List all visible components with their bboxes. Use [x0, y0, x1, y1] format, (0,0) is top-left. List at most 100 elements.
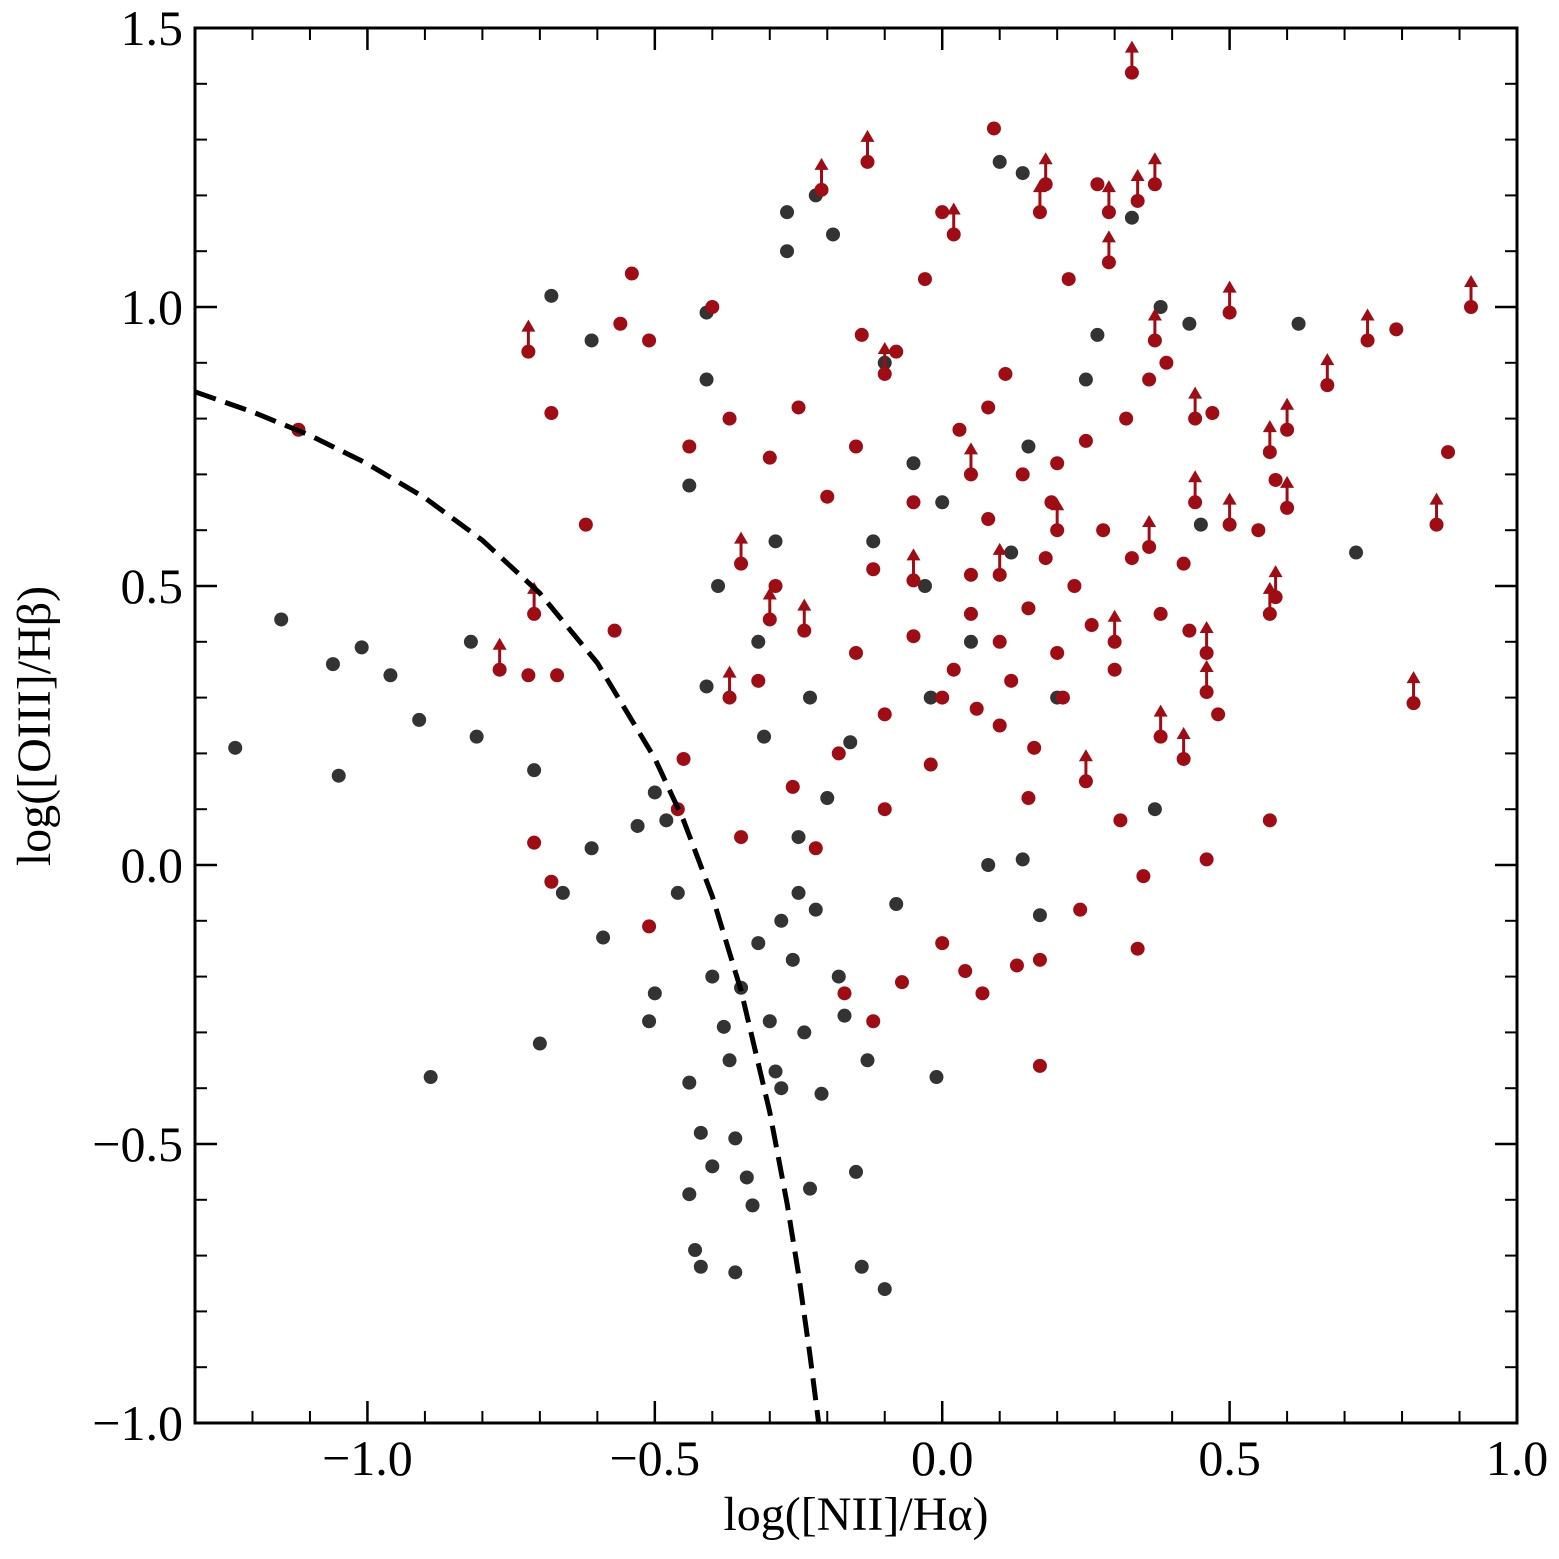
point — [711, 579, 726, 593]
point — [785, 952, 800, 967]
point — [849, 1164, 863, 1179]
point — [1464, 300, 1479, 314]
point — [469, 729, 484, 744]
point — [325, 657, 340, 672]
point — [992, 154, 1007, 169]
point — [693, 1259, 708, 1274]
point — [958, 964, 973, 979]
point — [860, 1053, 875, 1068]
x-axis-label: log([NII]/Hα) — [723, 1488, 988, 1541]
lower-limit-point — [1406, 671, 1421, 711]
point — [722, 1053, 737, 1068]
lower-limit-point — [492, 637, 507, 677]
limit-arrow-head — [1188, 386, 1203, 399]
point — [1441, 445, 1456, 460]
lower-limit-point — [946, 202, 961, 242]
point — [992, 567, 1007, 582]
point — [1090, 327, 1105, 342]
limit-arrow-head — [797, 598, 812, 611]
point — [1406, 696, 1421, 711]
y-tick-label: 0.5 — [121, 558, 184, 614]
lower-limit-point — [521, 319, 536, 359]
point — [860, 154, 875, 169]
point — [814, 182, 829, 197]
point — [1101, 205, 1116, 220]
point — [998, 366, 1013, 381]
point — [923, 757, 938, 772]
point — [877, 707, 892, 722]
limit-arrow-head — [1268, 565, 1283, 578]
limit-arrow-head — [1050, 498, 1065, 511]
point — [1021, 601, 1036, 616]
point — [1136, 869, 1151, 884]
x-tick-label: −0.5 — [609, 1430, 700, 1486]
point — [1211, 707, 1226, 722]
point — [981, 858, 996, 872]
point — [578, 517, 593, 532]
limit-arrow-head — [1429, 492, 1444, 505]
lower-limit-point — [1188, 470, 1203, 510]
point — [963, 606, 978, 621]
point — [624, 266, 639, 281]
limit-arrow-head — [492, 637, 507, 650]
x-tick-label: −1.0 — [322, 1430, 413, 1486]
limit-arrow-head — [1101, 230, 1116, 243]
point — [1199, 685, 1214, 700]
point — [1262, 813, 1277, 828]
limit-arrow-head — [1078, 749, 1093, 762]
point — [1130, 193, 1145, 208]
point — [1061, 272, 1076, 287]
y-tick-label: −0.5 — [92, 1116, 183, 1172]
point — [1015, 166, 1030, 181]
point — [722, 690, 737, 705]
lower-limit-point — [734, 531, 749, 571]
y-tick-label: 1.5 — [121, 0, 184, 56]
point — [906, 629, 921, 644]
point — [412, 712, 427, 727]
point — [331, 768, 346, 783]
point — [1291, 316, 1306, 331]
point — [693, 1125, 708, 1140]
limit-arrow-head — [946, 202, 961, 215]
point — [527, 835, 542, 850]
point — [1078, 372, 1093, 387]
point — [722, 411, 737, 426]
point — [596, 930, 611, 945]
point — [1078, 433, 1093, 448]
point — [1107, 634, 1122, 649]
point — [808, 902, 823, 917]
lower-limit-point — [1280, 475, 1295, 515]
point — [1009, 958, 1024, 973]
point — [797, 1025, 812, 1040]
limit-arrow-head — [814, 157, 829, 170]
y-tick-label: 0.0 — [121, 837, 184, 893]
point — [981, 400, 996, 415]
limit-arrow-head — [1107, 609, 1122, 622]
limit-arrow-head — [1147, 152, 1162, 165]
point — [935, 205, 950, 220]
limit-arrow-head — [992, 542, 1007, 555]
point — [894, 975, 909, 990]
point — [1004, 545, 1019, 560]
limit-arrow-head — [1320, 353, 1335, 366]
limit-arrow-head — [860, 129, 875, 142]
point — [768, 534, 783, 549]
point — [975, 986, 990, 1001]
point — [791, 400, 806, 415]
point — [1142, 539, 1157, 554]
point — [1032, 952, 1047, 967]
point — [917, 579, 932, 593]
lower-limit-point — [1262, 420, 1277, 460]
limit-arrow-head — [762, 587, 777, 600]
point — [1050, 523, 1065, 538]
point — [1153, 606, 1168, 621]
point — [584, 841, 599, 856]
point — [521, 668, 536, 683]
limit-arrow-head — [1176, 726, 1191, 739]
lower-limit-point — [814, 157, 829, 197]
lower-limit-point — [1153, 704, 1168, 744]
plot-frame — [193, 26, 1519, 1425]
point — [935, 495, 950, 510]
point — [670, 885, 685, 900]
point — [1176, 751, 1191, 766]
